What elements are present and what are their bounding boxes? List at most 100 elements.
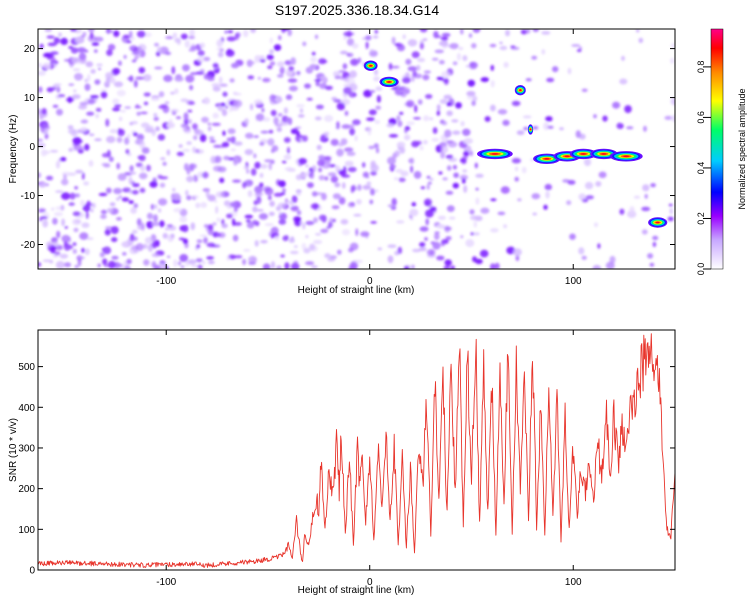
spectrogram-noise-blob bbox=[287, 29, 292, 37]
spectrogram-noise-blob bbox=[276, 265, 282, 269]
spectrogram-noise-blob bbox=[197, 264, 203, 269]
spectrogram-noise-blob bbox=[285, 94, 293, 100]
spectrogram-noise-blob bbox=[295, 174, 303, 181]
y-tick-label: 500 bbox=[18, 362, 35, 373]
spectrogram-noise-blob bbox=[112, 98, 120, 105]
spectrogram-noise-blob bbox=[411, 140, 420, 148]
spectrogram-noise-blob bbox=[397, 246, 403, 254]
spectrogram-noise-blob bbox=[419, 29, 428, 33]
spectrogram-feature bbox=[363, 60, 378, 71]
spectrogram-feature-layer bbox=[623, 155, 630, 158]
spectrogram-noise-blob bbox=[154, 66, 163, 70]
spectrogram-noise-blob bbox=[375, 105, 382, 110]
spectrogram-noise-blob bbox=[649, 262, 655, 267]
spectrogram-noise-blob bbox=[128, 176, 133, 185]
spectrogram-y-label: Frequency (Hz) bbox=[8, 115, 19, 184]
spectrogram-noise-blob bbox=[426, 184, 430, 190]
spectrogram-noise-blob bbox=[517, 198, 522, 202]
snr-panel: -100 0 100 0 100 200 300 400 500 Height of strai… bbox=[8, 329, 676, 596]
spectrogram-noise-blob bbox=[391, 198, 397, 206]
spectrogram-noise-blob bbox=[192, 135, 198, 141]
spectrogram-noise-blob bbox=[42, 259, 52, 263]
spectrogram-noise-blob bbox=[282, 235, 289, 242]
spectrogram-noise-blob bbox=[480, 207, 490, 214]
spectrogram-noise-blob bbox=[298, 114, 305, 118]
spectrogram-noise-blob bbox=[480, 77, 489, 83]
spectrogram-noise-blob bbox=[264, 187, 274, 196]
spectrogram-noise-blob bbox=[180, 265, 185, 269]
spectrogram-noise-blob bbox=[450, 265, 455, 269]
y-tick-label: 0 bbox=[29, 142, 35, 153]
spectrogram-noise-blob bbox=[243, 165, 249, 170]
spectrogram-noise-blob bbox=[347, 202, 356, 208]
spectrogram-noise-blob bbox=[215, 191, 225, 198]
spectrogram-noise-blob bbox=[388, 62, 393, 71]
spectrogram-noise-blob bbox=[136, 218, 142, 226]
spectrogram-noise-blob bbox=[141, 147, 150, 154]
spectrogram-noise-blob bbox=[347, 52, 354, 58]
spectrogram-noise-blob bbox=[279, 66, 285, 75]
spectrogram-noise-blob bbox=[459, 174, 469, 181]
spectrogram-noise-blob bbox=[164, 51, 172, 56]
spectrogram-noise-blob bbox=[114, 263, 123, 267]
spectrogram-noise-blob bbox=[163, 74, 173, 82]
spectrogram-noise-blob bbox=[144, 127, 153, 133]
spectrogram-noise-blob bbox=[436, 76, 444, 81]
spectrogram-noise-blob bbox=[242, 181, 247, 189]
spectrogram-noise-blob bbox=[248, 255, 257, 264]
spectrogram-noise-blob bbox=[58, 32, 62, 37]
spectrogram-noise-blob bbox=[187, 109, 193, 113]
spectrogram-noise-blob bbox=[125, 149, 130, 154]
spectrogram-noise-blob bbox=[396, 141, 406, 149]
spectrogram-noise-blob bbox=[346, 38, 355, 46]
spectrogram-noise-blob bbox=[186, 175, 194, 183]
spectrogram-noise-blob bbox=[262, 77, 271, 83]
spectrogram-noise-blob bbox=[226, 36, 236, 42]
spectrogram-noise-blob bbox=[472, 29, 481, 33]
spectrogram-noise-blob bbox=[222, 130, 226, 136]
spectrogram-noise-blob bbox=[199, 134, 207, 143]
spectrogram-feature-layer bbox=[601, 153, 607, 155]
spectrogram-noise-blob bbox=[438, 40, 448, 47]
spectrogram-noise-blob bbox=[262, 263, 271, 269]
spectrogram-noise-blob bbox=[105, 29, 114, 34]
spectrogram-noise-blob bbox=[113, 81, 124, 88]
y-tick-label: 200 bbox=[18, 484, 35, 495]
spectrogram-noise-blob bbox=[217, 156, 222, 164]
spectrogram-noise-blob bbox=[458, 46, 464, 51]
spectrogram-noise-blob bbox=[503, 61, 509, 68]
spectrogram-noise-blob bbox=[260, 130, 269, 134]
spectrogram-noise-blob bbox=[419, 242, 426, 248]
spectrogram-noise-blob bbox=[55, 206, 64, 211]
spectrogram-noise-blob bbox=[162, 105, 170, 114]
spectrogram-noise-blob bbox=[247, 75, 255, 80]
spectrogram-noise-blob bbox=[345, 75, 353, 79]
spectrogram-noise-blob bbox=[264, 223, 274, 227]
spectrogram-noise-blob bbox=[150, 203, 155, 210]
spectrogram-noise-blob bbox=[232, 179, 242, 183]
spectrogram-noise-blob bbox=[164, 101, 170, 105]
spectrogram-noise-blob bbox=[284, 167, 294, 171]
spectrogram-noise-blob bbox=[396, 115, 401, 122]
spectrogram-noise-blob bbox=[569, 233, 576, 240]
spectrogram-noise-blob bbox=[242, 258, 247, 266]
spectrogram-noise-blob bbox=[376, 95, 381, 103]
spectrogram-noise-blob bbox=[437, 215, 446, 220]
spectrogram-noise-blob bbox=[123, 34, 130, 39]
spectrogram-noise-blob bbox=[177, 261, 181, 266]
spectrogram-noise-blob bbox=[541, 49, 546, 55]
spectrogram-noise-blob bbox=[521, 166, 527, 174]
spectrogram-noise-blob bbox=[207, 224, 214, 231]
spectrogram-noise-blob bbox=[373, 76, 380, 82]
spectrogram-noise-blob bbox=[203, 236, 208, 244]
spectrogram-noise-blob bbox=[158, 208, 162, 213]
spectrogram-noise-blob bbox=[223, 200, 231, 207]
spectrogram-noise-blob bbox=[300, 173, 308, 177]
spectrogram-noise-blob bbox=[172, 187, 176, 192]
spectrogram-noise-blob bbox=[234, 33, 239, 41]
spectrogram-noise-blob bbox=[157, 46, 162, 53]
spectrogram-noise-blob bbox=[69, 192, 76, 200]
spectrogram-noise-blob bbox=[152, 241, 157, 249]
spectrogram-noise-blob bbox=[332, 193, 341, 200]
spectrogram-noise-blob bbox=[90, 69, 96, 74]
